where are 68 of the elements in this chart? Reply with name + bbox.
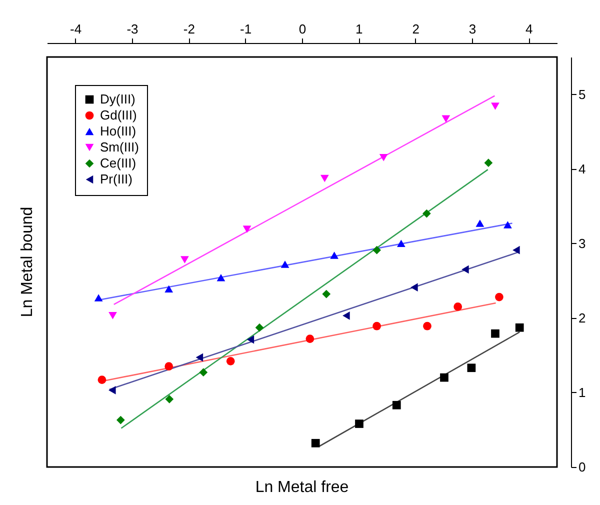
- point: [396, 240, 406, 247]
- legend-label: Dy(III): [100, 92, 136, 106]
- point: [98, 376, 106, 384]
- point: [226, 356, 235, 366]
- point: [255, 323, 264, 332]
- point: [504, 221, 512, 228]
- point: [246, 335, 254, 344]
- point: [165, 394, 174, 404]
- point: [392, 400, 401, 410]
- point: [476, 220, 484, 227]
- point: [330, 252, 338, 259]
- legend-label: Pr(III): [100, 172, 132, 186]
- point: [379, 154, 388, 162]
- x-tick-label: -4: [70, 22, 82, 36]
- point: [423, 322, 432, 330]
- point: [164, 362, 174, 371]
- point: [116, 416, 125, 424]
- point: [440, 373, 448, 382]
- point: [242, 226, 252, 233]
- x-axis-title: Ln Metal free: [255, 479, 349, 496]
- point: [491, 102, 500, 110]
- x-tick-label: 2: [412, 22, 420, 36]
- x-tick-label: 3: [468, 22, 476, 36]
- y-tick-label: 5: [578, 86, 586, 102]
- y-tick-label: 3: [578, 236, 586, 251]
- point: [108, 386, 116, 394]
- y-tick-label: 1: [578, 384, 586, 400]
- x-tick-label: 0: [298, 22, 306, 36]
- point: [495, 292, 504, 302]
- y-tick-label: 2: [578, 310, 586, 326]
- point: [320, 174, 329, 182]
- point: [322, 290, 331, 298]
- point: [108, 312, 117, 320]
- point: [311, 438, 320, 448]
- point: [196, 353, 204, 362]
- legend-label: Ce(III): [100, 156, 136, 170]
- point: [454, 302, 462, 311]
- point: [372, 246, 381, 254]
- point: [342, 311, 350, 320]
- x-tick-label: -1: [240, 22, 252, 36]
- x-tick-label: -2: [183, 22, 195, 36]
- x-tick-label: 4: [526, 22, 533, 36]
- point: [491, 329, 500, 338]
- point: [94, 294, 103, 302]
- point: [180, 256, 189, 264]
- point: [422, 209, 431, 218]
- x-tick-label: -3: [126, 22, 138, 36]
- point: [199, 368, 208, 377]
- point: [306, 334, 314, 343]
- legend-label: Ho(III): [100, 124, 136, 138]
- point: [355, 420, 364, 428]
- y-tick-label: 0: [578, 460, 586, 474]
- point: [442, 115, 450, 122]
- y-tick-label: 4: [578, 161, 586, 176]
- x-tick-label: 1: [356, 22, 363, 36]
- y-axis-title: Ln Metal bound: [19, 206, 36, 318]
- legend-label: Gd(III): [100, 108, 137, 122]
- point: [372, 322, 381, 330]
- point: [484, 158, 493, 168]
- point: [462, 265, 469, 274]
- point: [280, 260, 290, 268]
- point: [515, 323, 524, 332]
- point: [410, 283, 418, 292]
- point: [216, 274, 226, 282]
- point: [512, 246, 520, 254]
- point: [164, 285, 174, 292]
- legend-label: Sm(III): [100, 140, 139, 154]
- point: [467, 364, 476, 372]
